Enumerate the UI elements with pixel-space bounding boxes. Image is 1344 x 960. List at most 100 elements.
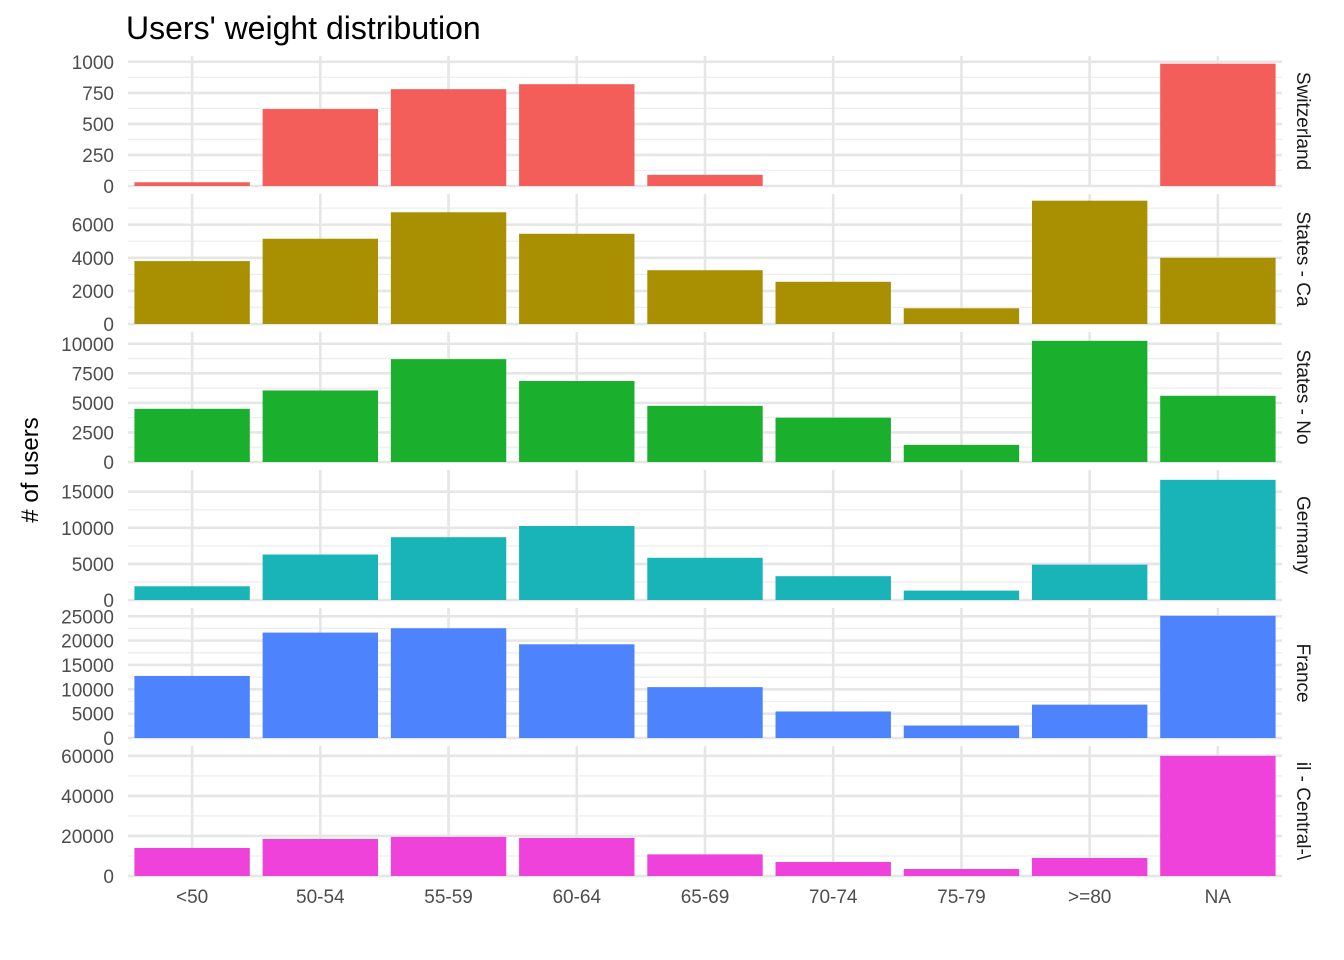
y-tick-label: 10000	[61, 519, 114, 540]
y-tick-label: 25000	[61, 607, 114, 628]
bar-france-lt50	[134, 675, 250, 738]
y-tick-label: 60000	[61, 747, 114, 768]
y-tick-label: 7500	[72, 364, 114, 385]
y-tick-label: 10000	[61, 335, 114, 356]
facet-panel-il-central: 0 20000 40000 60000 il - Central-\	[61, 746, 1313, 888]
x-axis: <50 50-54 55-59 60-64 65-69 70-74 75-79 >=80 NA	[176, 887, 1231, 908]
y-tick-label: 2500	[72, 423, 114, 444]
y-tick-label: 10000	[61, 680, 114, 701]
bar-germany-70-74	[775, 576, 891, 600]
y-tick-label: 0	[103, 453, 114, 474]
facet-panel-france: 0 5000 10000 15000 20000 25000 France	[61, 607, 1313, 750]
bar-france-70-74	[775, 711, 891, 738]
bar-germany-55-59	[390, 537, 507, 600]
bar-states-ca-65-69	[647, 270, 763, 324]
bar-france-55-59	[390, 628, 507, 738]
bar-france-gte80	[1031, 704, 1148, 738]
facet-panel-states-ca: 0 2000 4000 6000 States - Ca	[72, 194, 1313, 336]
bar-france-60-64	[519, 644, 635, 738]
y-tick-label: 0	[103, 315, 114, 336]
bar-states-ca-60-64	[519, 233, 635, 324]
bar-states-ca-na	[1160, 257, 1276, 324]
bar-il-central-na	[1160, 755, 1276, 876]
facet-strip-label: France	[1292, 643, 1313, 702]
y-tick-label: 0	[103, 177, 114, 198]
bar-germany-gte80	[1031, 564, 1148, 600]
facet-panel-germany: 0 5000 10000 15000 Germany	[61, 470, 1313, 612]
bar-germany-50-54	[262, 554, 379, 600]
bar-il-central-50-54	[262, 838, 379, 876]
bar-states-no-60-64	[519, 381, 635, 462]
y-tick-label: 2000	[72, 282, 114, 303]
bar-switzerland-60-64	[519, 84, 635, 186]
bar-states-no-na	[1160, 395, 1276, 462]
x-tick-label: <50	[176, 887, 208, 908]
bar-switzerland-50-54	[262, 109, 379, 186]
facet-panel-states-no: 0 2500 5000 7500 10000 States - No	[61, 332, 1313, 474]
bar-states-no-65-69	[647, 405, 763, 462]
bar-switzerland-55-59	[390, 89, 507, 186]
y-tick-label: 750	[82, 84, 114, 105]
bar-states-no-75-79	[903, 444, 1020, 462]
y-tick-label: 250	[82, 146, 114, 167]
facet-strip-label: Switzerland	[1292, 72, 1313, 170]
bar-states-no-lt50	[134, 408, 250, 462]
bar-states-ca-lt50	[134, 261, 250, 324]
y-tick-label: 0	[103, 591, 114, 612]
y-tick-label: 40000	[61, 787, 114, 808]
x-tick-label: NA	[1205, 887, 1232, 908]
y-tick-label: 15000	[61, 656, 114, 677]
bar-states-no-55-59	[390, 359, 507, 462]
facet-strip-label: States - No	[1292, 349, 1313, 444]
bar-il-central-75-79	[903, 868, 1020, 876]
x-tick-label: 50-54	[296, 887, 345, 908]
bar-il-central-60-64	[519, 837, 635, 876]
bar-il-central-55-59	[390, 836, 507, 876]
y-tick-label: 5000	[72, 394, 114, 415]
bar-germany-65-69	[647, 557, 763, 600]
bar-france-na	[1160, 615, 1276, 738]
y-tick-label: 0	[103, 867, 114, 888]
y-tick-label: 500	[82, 115, 114, 136]
y-tick-label: 0	[103, 729, 114, 750]
bar-il-central-lt50	[134, 847, 250, 876]
x-tick-label: 60-64	[552, 887, 601, 908]
bar-il-central-70-74	[775, 861, 891, 876]
facet-panels: 0 250 500 750 1000 Switzerland 0 2000 4000 6000 St…	[61, 53, 1313, 888]
x-tick-label: 75-79	[937, 887, 986, 908]
chart-title: Users' weight distribution	[126, 10, 481, 46]
bar-states-no-50-54	[262, 390, 379, 462]
y-tick-label: 20000	[61, 632, 114, 653]
facet-panel-switzerland: 0 250 500 750 1000 Switzerland	[72, 53, 1313, 198]
y-tick-label: 5000	[72, 555, 114, 576]
bar-states-ca-75-79	[903, 308, 1020, 324]
bar-germany-na	[1160, 479, 1276, 600]
bar-france-75-79	[903, 725, 1020, 738]
x-tick-label: 65-69	[681, 887, 730, 908]
bar-switzerland-lt50	[134, 182, 250, 186]
x-tick-label: 70-74	[809, 887, 858, 908]
bar-states-ca-70-74	[775, 281, 891, 324]
bar-il-central-gte80	[1031, 857, 1148, 876]
bar-states-ca-gte80	[1031, 200, 1148, 324]
facet-strip-label: Germany	[1292, 496, 1313, 575]
x-tick-label: >=80	[1068, 887, 1111, 908]
bar-states-ca-50-54	[262, 238, 379, 324]
facet-strip-label: States - Ca	[1292, 211, 1313, 306]
bar-states-no-70-74	[775, 417, 891, 462]
y-tick-label: 4000	[72, 249, 114, 270]
y-tick-label: 15000	[61, 483, 114, 504]
bar-il-central-65-69	[647, 854, 763, 876]
facet-strip-label: il - Central-\	[1292, 762, 1313, 861]
bar-switzerland-na	[1160, 63, 1276, 186]
y-tick-label: 20000	[61, 827, 114, 848]
bar-switzerland-65-69	[647, 174, 763, 186]
y-tick-label: 5000	[72, 705, 114, 726]
bar-france-50-54	[262, 632, 379, 738]
bar-germany-75-79	[903, 590, 1020, 600]
x-tick-label: 55-59	[424, 887, 473, 908]
y-tick-label: 1000	[72, 53, 114, 74]
bar-france-65-69	[647, 687, 763, 738]
bar-states-no-gte80	[1031, 340, 1148, 462]
